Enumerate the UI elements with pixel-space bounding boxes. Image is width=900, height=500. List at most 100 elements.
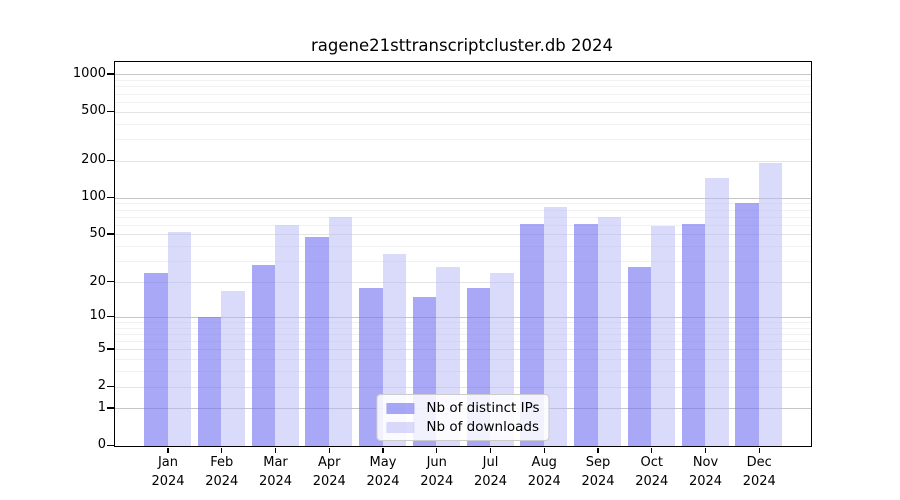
gridline-200 <box>115 160 811 162</box>
gridline-minor <box>115 101 811 103</box>
legend-row-ips: Nb of distinct IPs <box>386 400 540 416</box>
gridline-1000 <box>115 74 811 76</box>
legend-row-downloads: Nb of downloads <box>386 419 539 435</box>
gridline-minor <box>115 93 811 95</box>
gridline-2 <box>115 386 811 388</box>
gridline-5 <box>115 349 811 351</box>
y-tick-mark-100 <box>107 196 114 199</box>
bar-ips-aug <box>520 224 544 446</box>
gridline-minor <box>115 371 811 373</box>
y-tick-mark-0 <box>107 444 114 446</box>
x-tick-label-may: May 2024 <box>366 455 400 489</box>
x-tick-mark-may <box>382 448 384 453</box>
bar-downloads-aug <box>543 207 568 446</box>
y-tick-mark-500 <box>107 110 114 113</box>
x-tick-label-jul: Jul 2024 <box>473 455 508 489</box>
y-tick-mark-1000 <box>107 73 114 75</box>
y-tick-mark-5 <box>107 348 114 350</box>
x-tick-mark-aug <box>543 448 545 453</box>
x-tick-label-oct: Oct 2024 <box>635 455 669 489</box>
bar-ips-oct <box>627 267 652 446</box>
gridline-minor <box>115 321 811 323</box>
x-tick-label-aug: Aug 2024 <box>527 455 561 489</box>
x-tick-label-jun: Jun 2024 <box>420 455 454 489</box>
gridline-minor <box>115 359 811 361</box>
y-tick-label-200: 200 <box>81 152 106 168</box>
legend: Nb of distinct IPs Nb of downloads <box>376 394 550 441</box>
bar-ips-feb <box>197 317 222 446</box>
x-tick-label-feb: Feb 2024 <box>205 455 239 489</box>
y-tick-label-50: 50 <box>89 225 106 241</box>
bar-downloads-sep <box>597 217 621 446</box>
y-tick-mark-200 <box>107 159 114 162</box>
gridline-minor <box>115 216 811 218</box>
gridline-minor <box>115 333 811 335</box>
y-tick-label-1000: 1000 <box>72 65 106 81</box>
x-tick-mark-feb <box>221 448 223 453</box>
x-tick-mark-mar <box>274 448 277 453</box>
gridline-minor <box>115 224 811 226</box>
y-tick-label-1: 1 <box>97 399 106 415</box>
bar-downloads-nov <box>705 178 729 446</box>
y-tick-mark-10 <box>107 315 114 318</box>
y-tick-mark-1 <box>107 407 114 409</box>
x-tick-mark-jan <box>167 448 169 453</box>
x-tick-label-mar: Mar 2024 <box>258 455 293 489</box>
bar-downloads-mar <box>275 225 299 446</box>
gridline-minor <box>115 203 811 205</box>
bar-downloads-dec <box>758 162 783 446</box>
y-tick-mark-20 <box>107 281 114 283</box>
x-tick-mark-dec <box>758 448 760 453</box>
x-tick-mark-jun <box>436 448 438 453</box>
y-tick-label-2: 2 <box>97 378 106 393</box>
gridline-10 <box>115 316 811 318</box>
legend-label-downloads: Nb of downloads <box>426 419 539 435</box>
bar-ips-mar <box>251 265 275 446</box>
x-tick-label-apr: Apr 2024 <box>312 455 346 489</box>
x-tick-mark-jul <box>489 448 492 453</box>
gridline-minor <box>115 209 811 211</box>
gridline-minor <box>115 261 811 263</box>
legend-label-ips: Nb of distinct IPs <box>426 400 540 416</box>
gridline-50 <box>115 234 811 236</box>
chart-title: ragene21sttranscriptcluster.db 2024 <box>310 36 614 55</box>
bar-ips-apr <box>305 237 329 446</box>
bar-ips-nov <box>681 224 705 446</box>
y-tick-mark-2 <box>107 385 114 387</box>
x-tick-label-jan: Jan 2024 <box>151 455 185 489</box>
x-tick-label-nov: Nov 2024 <box>688 455 723 489</box>
bar-ips-sep <box>574 224 598 446</box>
x-tick-mark-sep <box>597 448 599 453</box>
x-tick-label-dec: Dec 2024 <box>742 455 776 489</box>
y-tick-label-500: 500 <box>81 103 106 119</box>
legend-swatch-downloads <box>386 421 415 433</box>
y-tick-label-10: 10 <box>89 308 106 324</box>
bar-downloads-oct <box>651 226 675 446</box>
x-tick-mark-nov <box>704 448 707 453</box>
x-tick-label-sep: Sep 2024 <box>581 455 615 489</box>
gridline-minor <box>115 341 811 342</box>
gridline-20 <box>115 282 811 283</box>
y-tick-label-20: 20 <box>89 273 106 289</box>
plot-area: Nb of distinct IPs Nb of downloads <box>114 61 812 447</box>
gridline-minor <box>115 327 811 329</box>
gridline-minor <box>115 123 811 125</box>
y-tick-label-5: 5 <box>97 340 106 356</box>
gridline-minor <box>115 246 811 248</box>
legend-swatch-ips <box>386 402 415 414</box>
x-tick-mark-apr <box>328 448 330 453</box>
gridline-minor <box>115 80 811 82</box>
bar-ips-dec <box>735 203 759 446</box>
gridline-minor <box>115 86 811 88</box>
y-tick-label-0: 0 <box>97 437 106 452</box>
bar-ips-jan <box>144 273 168 446</box>
y-tick-label-100: 100 <box>81 189 106 205</box>
bar-downloads-jan <box>167 231 191 446</box>
bar-downloads-feb <box>221 290 245 446</box>
y-tick-mark-50 <box>107 233 114 235</box>
x-tick-mark-oct <box>651 448 653 453</box>
gridline-500 <box>115 111 811 113</box>
bar-downloads-apr <box>328 217 353 446</box>
gridline-100 <box>115 197 811 199</box>
